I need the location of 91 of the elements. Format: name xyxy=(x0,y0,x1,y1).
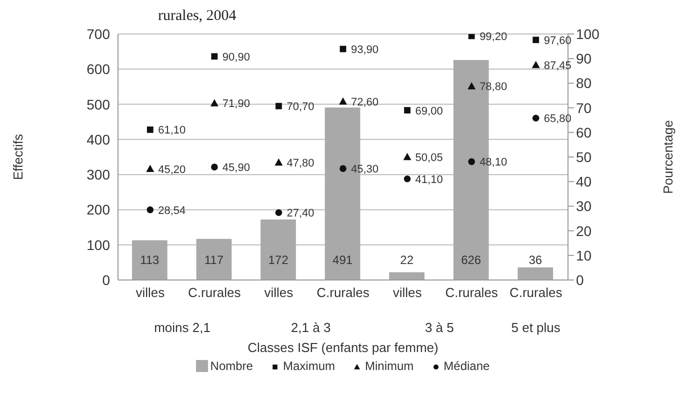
x-tick-label: villes xyxy=(136,285,166,300)
data-label: 22 xyxy=(400,253,414,267)
data-label: 93,90 xyxy=(351,44,379,56)
data-label: 117 xyxy=(204,253,224,267)
data-label: 45,90 xyxy=(222,162,250,174)
data-label: 28,54 xyxy=(158,204,186,217)
point xyxy=(468,82,476,90)
data-label: 97,60 xyxy=(544,34,572,47)
y2-tick-label: 50 xyxy=(576,148,592,165)
data-label: 72,60 xyxy=(351,96,379,108)
point xyxy=(146,126,154,133)
data-label: 45,30 xyxy=(351,164,379,176)
point xyxy=(210,99,218,106)
bar xyxy=(132,240,168,280)
data-label: 113 xyxy=(140,253,160,267)
data-label: 87,45 xyxy=(544,60,572,72)
point xyxy=(146,164,154,172)
bar xyxy=(260,220,296,280)
legend-label: Nombre xyxy=(210,359,253,373)
point xyxy=(211,164,218,170)
point xyxy=(146,206,154,214)
data-label: 41,10 xyxy=(415,174,443,186)
data-label: 172 xyxy=(268,253,289,267)
data-label: 70,70 xyxy=(286,101,314,114)
y2-tick-label: 80 xyxy=(576,75,592,92)
bar xyxy=(518,267,554,280)
y-axis-title: Effectifs xyxy=(10,134,26,180)
legend-label: Maximum xyxy=(282,359,335,373)
data-label: 626 xyxy=(461,253,482,267)
data-label: 71,90 xyxy=(222,98,250,110)
data-label: 491 xyxy=(332,253,353,267)
text: 3 à 5 xyxy=(424,320,455,334)
y-tick-label: 400 xyxy=(86,131,110,148)
data-label: 99,20 xyxy=(480,30,508,43)
x-tick-label: villes xyxy=(264,285,294,300)
y-tick-label: 100 xyxy=(86,236,110,253)
point xyxy=(532,36,540,44)
text: 5 et plus xyxy=(510,320,562,334)
x-tick-label: C.rurales xyxy=(445,285,498,300)
chart-title: rurales, 2004 xyxy=(157,8,238,24)
x-tick-label: C.rurales xyxy=(188,285,242,300)
y-tick-label: 600 xyxy=(86,61,110,78)
y2-tick-label: 100 xyxy=(576,26,600,42)
text: moins 2,1 xyxy=(153,320,212,334)
data-label: 69,00 xyxy=(415,105,443,118)
point xyxy=(403,152,412,160)
data-label: 61,10 xyxy=(158,124,186,137)
point xyxy=(340,165,346,172)
data-label: 45,20 xyxy=(158,164,186,176)
x-tick-label: C.rurales xyxy=(316,285,370,300)
y2-tick-label: 90 xyxy=(576,50,592,67)
point xyxy=(339,97,347,105)
bar xyxy=(389,272,424,280)
data-label: 47,80 xyxy=(286,157,314,170)
point xyxy=(276,102,282,110)
x-tick-label: villes xyxy=(392,285,422,300)
y2-tick-label: 30 xyxy=(576,198,592,214)
data-label: 36 xyxy=(528,253,542,267)
y-tick-label: 700 xyxy=(86,26,110,42)
point xyxy=(468,34,475,40)
point xyxy=(468,158,475,166)
data-label: 65,80 xyxy=(544,113,572,126)
point xyxy=(275,209,282,216)
y2-tick-label: 70 xyxy=(576,100,592,116)
legend-label: Médiane xyxy=(444,359,490,373)
text: 2,1 à 3 xyxy=(290,320,332,334)
data-label: 90,90 xyxy=(222,51,250,64)
point xyxy=(404,107,410,114)
y2-tick-label: 10 xyxy=(576,247,592,264)
y2-tick-label: 60 xyxy=(576,124,592,140)
y-tick-label: 200 xyxy=(86,202,110,218)
y2-tick-label: 0 xyxy=(576,272,584,288)
y2-axis-title: Pourcentage xyxy=(660,120,676,194)
y-tick-label: 300 xyxy=(86,166,110,183)
bar xyxy=(196,238,232,280)
data-label: 50,05 xyxy=(415,152,443,164)
point xyxy=(532,114,540,122)
x-tick-label: C.rurales xyxy=(509,285,563,300)
point xyxy=(211,53,218,60)
point xyxy=(532,60,540,68)
y2-tick-label: 40 xyxy=(576,174,592,190)
y-tick-label: 500 xyxy=(86,96,110,112)
y2-tick-label: 20 xyxy=(576,222,592,239)
point xyxy=(404,175,411,182)
x-axis-title: Classes ISF (enfants par femme) xyxy=(246,340,440,355)
point xyxy=(274,158,283,166)
data-label: 27,40 xyxy=(286,208,314,220)
data-label: 48,10 xyxy=(480,156,508,169)
y-tick-label: 0 xyxy=(102,272,110,288)
data-label: 78,80 xyxy=(480,81,508,94)
legend-label: Minimum xyxy=(365,359,414,373)
